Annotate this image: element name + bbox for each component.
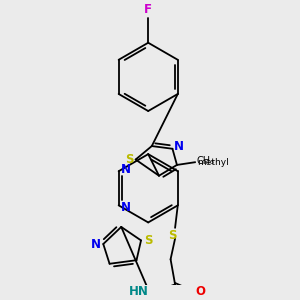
Text: F: F — [144, 3, 152, 16]
Text: CH₃: CH₃ — [197, 156, 215, 166]
Text: methyl: methyl — [197, 158, 229, 167]
Text: N: N — [121, 201, 131, 214]
Text: O: O — [195, 285, 205, 298]
Text: S: S — [125, 153, 134, 166]
Text: HN: HN — [129, 285, 149, 298]
Text: N: N — [91, 238, 101, 250]
Text: N: N — [174, 140, 184, 154]
Text: N: N — [121, 163, 131, 176]
Text: S: S — [144, 234, 152, 247]
Text: S: S — [168, 229, 177, 242]
